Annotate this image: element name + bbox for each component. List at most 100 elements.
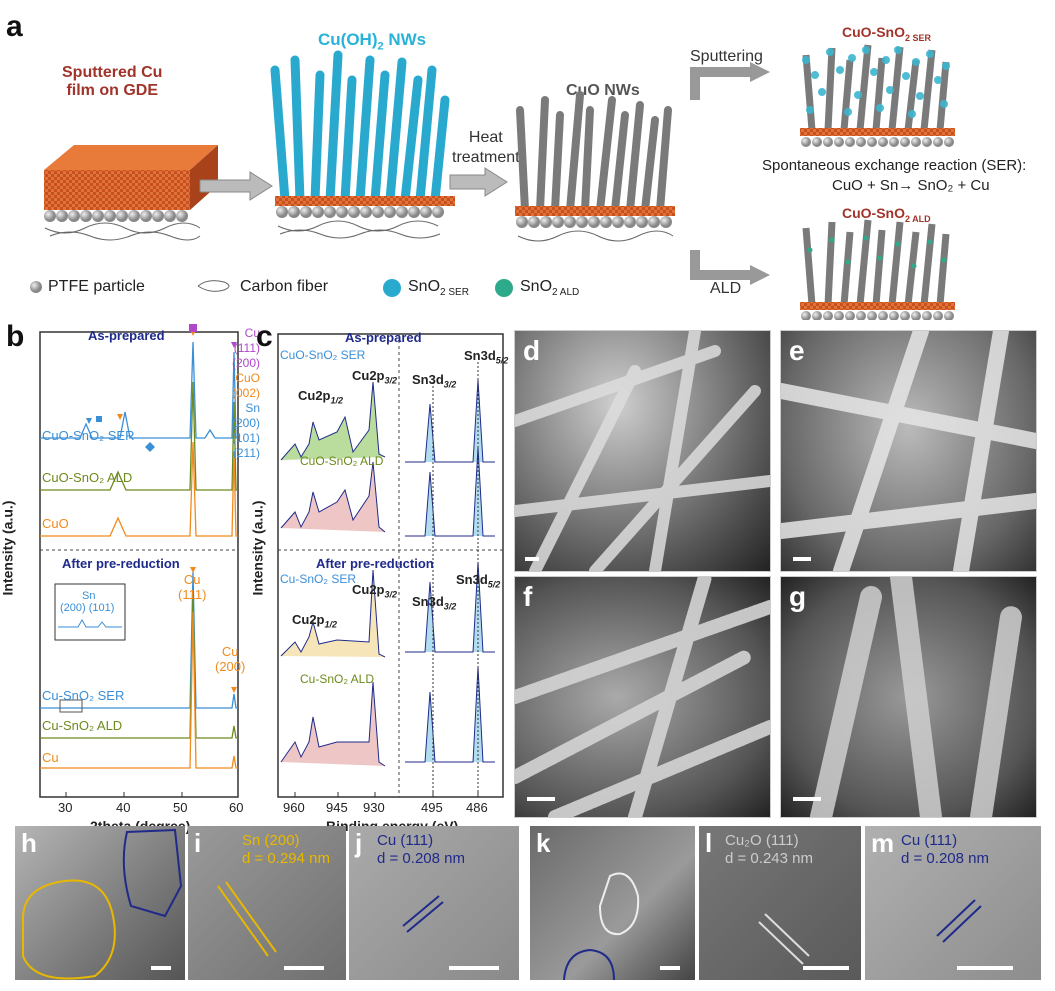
xrd-legend-sn101: (101) bbox=[232, 431, 261, 445]
xps-cu2p12-top: Cu2p1/2 bbox=[298, 388, 343, 406]
ser-product-label: CuO-SnO2 SER bbox=[842, 24, 931, 43]
cuoh2-sub: 2 bbox=[377, 40, 384, 53]
tem-i-text1: Sn (200) bbox=[242, 832, 300, 849]
xps-xtick-960: 960 bbox=[283, 800, 305, 815]
panel-label-e: e bbox=[789, 335, 805, 366]
panel-label-j: j bbox=[355, 828, 363, 858]
xrd-cu111-line2: (111) bbox=[178, 587, 207, 602]
xps-sn3d32-top: Sn3d3/2 bbox=[412, 372, 456, 390]
xps-ylabel: Intensity (a.u.) bbox=[249, 500, 266, 596]
sem-image-g: g bbox=[780, 576, 1037, 818]
xrd-cu111-line1: Cu bbox=[183, 572, 201, 587]
legend-ptfe-icon bbox=[30, 281, 42, 293]
xrd-legend-cuo002: (002) bbox=[232, 386, 261, 400]
xps-sn3d32-bottom: Sn3d3/2 bbox=[412, 594, 456, 612]
xps-label-cu-sno2-ald: Cu-SnO₂ ALD bbox=[300, 672, 375, 686]
ald-product-sub: 2 ALD bbox=[905, 213, 931, 224]
panel-label-i: i bbox=[194, 828, 202, 858]
gde-ser-product bbox=[800, 44, 955, 147]
xps-xtick-930: 930 bbox=[363, 800, 385, 815]
ser-reaction-title: Spontaneous exchange reaction (SER): bbox=[762, 157, 1027, 174]
xps-sn3d32-top-sub: 3/2 bbox=[443, 379, 457, 390]
xps-cu2p12-top-sub: 1/2 bbox=[330, 395, 344, 406]
ser-product-text: CuO-SnO bbox=[842, 24, 905, 40]
tem-image-i: i Sn (200) d = 0.294 nm bbox=[188, 826, 346, 980]
xps-cu2p12-top-text: Cu2p bbox=[298, 388, 331, 403]
xps-label-cuo-sno2-ser: CuO-SnO₂ SER bbox=[280, 348, 366, 362]
xps-cu2p32-bottom-text: Cu2p bbox=[352, 582, 385, 597]
tem-image-k: k bbox=[530, 826, 695, 980]
scalebar-h bbox=[151, 966, 171, 970]
xrd-legend: Cu (111) (200) CuO (002) Sn (200) (101) … bbox=[232, 326, 260, 461]
legend-ptfe-label: PTFE particle bbox=[48, 278, 145, 295]
cu-film-label-line1: Sputtered Cu bbox=[62, 64, 163, 81]
heat-line1: Heat bbox=[468, 129, 503, 146]
gde-block-1 bbox=[44, 145, 218, 241]
ald-label: ALD bbox=[710, 280, 742, 297]
xrd-curve-cuo bbox=[40, 441, 238, 537]
xrd-label-cuo: CuO bbox=[42, 516, 69, 531]
xrd-legend-sn200: (200) bbox=[232, 416, 261, 430]
xps-cu2p12-bottom: Cu2p1/2 bbox=[292, 612, 337, 630]
xrd-label-cu-sno2-ser: Cu-SnO₂ SER bbox=[42, 688, 125, 703]
cuo-nws-label: CuO NWs bbox=[566, 82, 640, 99]
xrd-xtick-50: 50 bbox=[173, 800, 188, 815]
sem-image-e: e bbox=[780, 330, 1037, 572]
xrd-inset-sn: Sn bbox=[82, 590, 96, 602]
xps-sn3d32-bottom-text: Sn3d bbox=[412, 594, 444, 609]
xrd-label-cuo-sno2-ald: CuO-SnO₂ ALD bbox=[42, 470, 133, 485]
xrd-xtick-30: 30 bbox=[58, 800, 73, 815]
panel-label-h: h bbox=[21, 828, 37, 858]
legend-ald-label: SnO2 ALD bbox=[520, 278, 579, 298]
xps-sn3d52-top-text: Sn3d bbox=[464, 348, 496, 363]
xps-sn3d32-top-text: Sn3d bbox=[412, 372, 444, 387]
xps-label-cuo-sno2-ald: CuO-SnO₂ ALD bbox=[300, 454, 384, 468]
scalebar-f bbox=[527, 797, 555, 801]
xps-sn3d52-bottom-text: Sn3d bbox=[456, 572, 488, 587]
tem-i-text2: d = 0.294 nm bbox=[242, 850, 330, 867]
xrd-cu200-line1: Cu bbox=[221, 644, 239, 659]
xrd-legend-cuo: CuO bbox=[235, 371, 261, 385]
schematic-drawing bbox=[30, 44, 955, 320]
gde-block-2 bbox=[270, 50, 455, 239]
scalebar-g bbox=[793, 797, 821, 801]
cu-film-label-line2: film on GDE bbox=[66, 82, 158, 99]
xps-chart bbox=[277, 333, 504, 798]
cuoh2-text: Cu(OH) bbox=[318, 30, 378, 49]
tem-l-text1: Cu₂O (111) bbox=[725, 832, 799, 849]
legend-ser-icon bbox=[383, 279, 401, 297]
xrd-legend-cu111: (111) bbox=[233, 341, 261, 355]
panel-label-c: c bbox=[256, 320, 273, 353]
xps-sn3d32-bottom-sub: 3/2 bbox=[443, 601, 457, 612]
xps-xtick-486: 486 bbox=[466, 800, 488, 815]
tem-l-text2: d = 0.243 nm bbox=[725, 850, 813, 867]
gde-ald-product bbox=[800, 219, 955, 320]
tem-m-text1: Cu (111) bbox=[901, 832, 958, 849]
xps-cu2p32-top-text: Cu2p bbox=[352, 368, 385, 383]
xrd-xtick-60: 60 bbox=[229, 800, 244, 815]
cu-film-label: Sputtered Cu film on GDE bbox=[62, 64, 162, 100]
tem-image-j: j Cu (111) d = 0.208 nm bbox=[349, 826, 519, 980]
sem-image-f: f bbox=[514, 576, 771, 818]
xrd-after: After pre-reduction bbox=[62, 556, 180, 571]
ser-reaction-equation: CuO + Sn→ SnO₂ + Cu bbox=[832, 177, 990, 194]
xrd-label-cu: Cu bbox=[42, 750, 59, 765]
xps-cu2p32-top-sub: 3/2 bbox=[384, 375, 398, 386]
tem-image-l: l Cu₂O (111) d = 0.243 nm bbox=[699, 826, 861, 980]
legend-ser-sub: 2 SER bbox=[440, 287, 469, 299]
xps-cu2p32-top: Cu2p3/2 bbox=[352, 368, 397, 386]
sputtering-arrow bbox=[690, 67, 752, 100]
arrow-1 bbox=[199, 171, 273, 201]
xrd-cu200-label: Cu (200) bbox=[215, 644, 245, 674]
legend-ald-icon bbox=[495, 279, 513, 297]
ald-product-text: CuO-SnO bbox=[842, 205, 905, 221]
panel-label-f: f bbox=[523, 581, 533, 612]
xrd-cu200-line2: (200) bbox=[215, 659, 246, 674]
arrow-2 bbox=[449, 167, 508, 197]
heat-treatment-label: Heat treatment bbox=[452, 128, 520, 168]
xrd-legend-sn: Sn bbox=[245, 401, 261, 415]
xrd-curve-cu bbox=[40, 611, 238, 769]
xps-sn3d52-top-sub: 5/2 bbox=[495, 355, 509, 366]
xrd-ylabel: Intensity (a.u.) bbox=[0, 500, 16, 596]
xrd-label-cu-sno2-ald: Cu-SnO₂ ALD bbox=[42, 718, 123, 733]
